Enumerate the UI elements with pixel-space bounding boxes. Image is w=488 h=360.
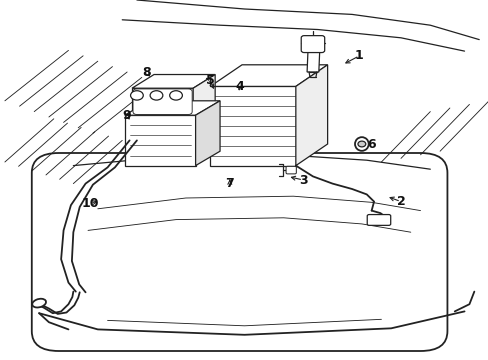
Ellipse shape	[32, 299, 46, 307]
Polygon shape	[210, 65, 327, 86]
Circle shape	[130, 91, 143, 100]
Circle shape	[169, 91, 182, 100]
Text: 8: 8	[142, 66, 151, 78]
Polygon shape	[132, 75, 215, 88]
FancyBboxPatch shape	[133, 89, 192, 114]
Circle shape	[357, 141, 365, 147]
Polygon shape	[124, 101, 220, 115]
Text: 7: 7	[225, 177, 234, 190]
Polygon shape	[195, 101, 220, 166]
Text: 5: 5	[205, 75, 214, 87]
Text: 3: 3	[298, 174, 307, 186]
Polygon shape	[210, 86, 295, 166]
Text: 4: 4	[235, 80, 244, 93]
Text: 9: 9	[122, 109, 131, 122]
Polygon shape	[295, 65, 327, 166]
Polygon shape	[124, 115, 195, 166]
Text: 2: 2	[396, 195, 405, 208]
Ellipse shape	[354, 137, 368, 151]
FancyBboxPatch shape	[32, 153, 447, 351]
Polygon shape	[306, 49, 319, 72]
FancyBboxPatch shape	[285, 166, 296, 174]
Text: 6: 6	[366, 138, 375, 151]
Circle shape	[150, 91, 163, 100]
FancyBboxPatch shape	[301, 36, 324, 53]
Polygon shape	[193, 75, 215, 115]
FancyBboxPatch shape	[366, 215, 390, 225]
Text: 10: 10	[81, 197, 99, 210]
Polygon shape	[132, 88, 193, 115]
Text: 1: 1	[354, 49, 363, 62]
